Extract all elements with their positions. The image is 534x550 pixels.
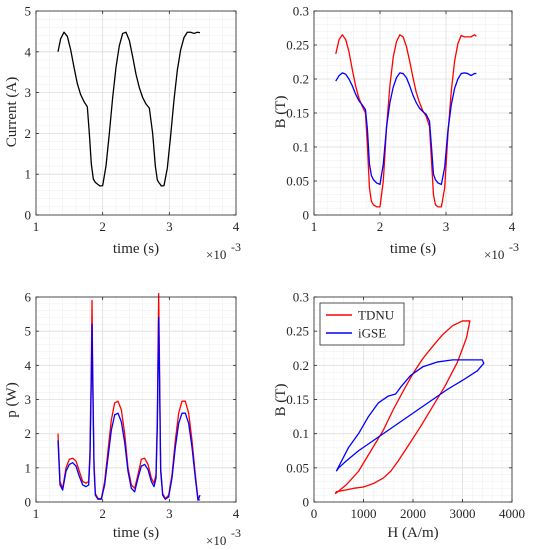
b-time-y-tick-label: 0.1 [293, 140, 309, 155]
power-series-line-1 [57, 316, 201, 501]
current-plot-area [36, 11, 236, 215]
b-time-x-tick-label: 3 [443, 219, 450, 234]
bh-series-line-tdnu [334, 320, 471, 495]
svg-text:×10: ×10 [206, 247, 226, 262]
current-y-tick-label: 4 [25, 44, 32, 59]
power-y-tick-label: 1 [25, 460, 32, 475]
power-y-tick-label: 2 [25, 426, 32, 441]
b-time-series-line-1 [335, 72, 477, 186]
b-time-x-tick-label: 2 [377, 219, 384, 234]
power-x-tick-label: 3 [166, 506, 173, 521]
bh-y-tick-label: 0 [303, 495, 310, 510]
bh-series-line-igse [335, 359, 485, 472]
current-panel-exponent: ×10 -3 [206, 240, 241, 262]
b-time-panel-xlabel: time (s) [390, 241, 436, 257]
bh-y-tick-label: 0.2 [293, 358, 309, 373]
bh-y-tick-label: 0.1 [293, 426, 309, 441]
bh-x-tick-label: 1000 [351, 506, 377, 521]
current-y-tick-label: 3 [25, 85, 32, 100]
b-time-y-tick-label: 0.15 [286, 106, 309, 121]
bh-x-tick-label: 3000 [450, 506, 476, 521]
b-time-panel-ylabel: B (T) [273, 96, 289, 129]
bh-y-tick-label: 0.3 [293, 290, 309, 305]
current-panel-exponent-value: -3 [231, 240, 241, 254]
svg-text:×10: ×10 [484, 247, 504, 262]
bh-legend-box [319, 302, 405, 346]
power-y-tick-label: 0 [25, 495, 32, 510]
bh-legend: TDNU iGSE [319, 302, 405, 346]
b-time-x-tick-label: 1 [311, 219, 318, 234]
power-x-tick-label: 4 [233, 506, 240, 521]
current-axes-frame [35, 10, 237, 216]
power-y-tick-label: 4 [25, 358, 32, 373]
current-panel-ylabel: Current (A) [4, 77, 20, 147]
power-y-tick-label: 5 [25, 324, 32, 339]
bh-x-tick-label: 0 [311, 506, 318, 521]
current-series-line-0 [57, 31, 201, 187]
bh-legend-label-igse: iGSE [358, 326, 386, 341]
power-panel-exponent-value: -3 [231, 526, 241, 540]
bh-x-tick-label: 4000 [499, 506, 525, 521]
b-vs-time-panel: B (T) time (s) ×10 -3 1 2 3 4 0 0.05 0.1 0.15 0.… [273, 4, 519, 263]
bh-x-tick-label: 2000 [400, 506, 426, 521]
b-time-y-tick-label: 0.05 [286, 174, 309, 189]
power-y-tick-label: 6 [25, 290, 32, 305]
current-x-tick-label: 3 [166, 219, 173, 234]
b-time-y-tick-label: 0.25 [286, 38, 309, 53]
b-time-x-tick-label: 4 [509, 219, 516, 234]
bh-y-tick-label: 0.25 [286, 324, 309, 339]
bh-legend-label-tdnu: TDNU [358, 308, 395, 323]
bh-y-tick-label: 0.05 [286, 460, 309, 475]
current-panel-xlabel: time (s) [113, 241, 159, 257]
power-panel-xlabel: time (s) [113, 525, 159, 541]
power-x-tick-label: 2 [99, 506, 106, 521]
bh-y-tick-label: 0.15 [286, 392, 309, 407]
power-panel-ylabel: p (W) [4, 382, 20, 417]
b-time-y-tick-label: 0 [303, 208, 310, 223]
b-time-y-tick-label: 0.3 [293, 4, 309, 19]
current-x-tick-label: 2 [99, 219, 106, 234]
current-y-tick-label: 2 [25, 126, 32, 141]
b-time-panel-exponent-value: -3 [509, 240, 519, 254]
bh-panel-xlabel: H (A/m) [387, 525, 438, 541]
b-time-panel-exponent: ×10 -3 [484, 240, 519, 262]
bh-loop-panel: B (T) H (A/m) 0 1000 2000 3000 4000 0 0.05 0.1 0… [273, 290, 525, 542]
current-y-tick-label: 0 [25, 208, 32, 223]
svg-text:×10: ×10 [206, 533, 226, 548]
current-y-tick-label: 5 [25, 4, 32, 19]
current-x-tick-label: 1 [33, 219, 40, 234]
current-x-tick-label: 4 [233, 219, 240, 234]
bh-panel-ylabel: B (T) [273, 384, 289, 417]
power-panel-exponent: ×10 -3 [206, 526, 241, 548]
b-time-y-tick-label: 0.2 [293, 72, 309, 87]
power-x-tick-label: 1 [33, 506, 40, 521]
power-y-tick-label: 3 [25, 392, 32, 407]
current-y-tick-label: 1 [25, 167, 32, 182]
